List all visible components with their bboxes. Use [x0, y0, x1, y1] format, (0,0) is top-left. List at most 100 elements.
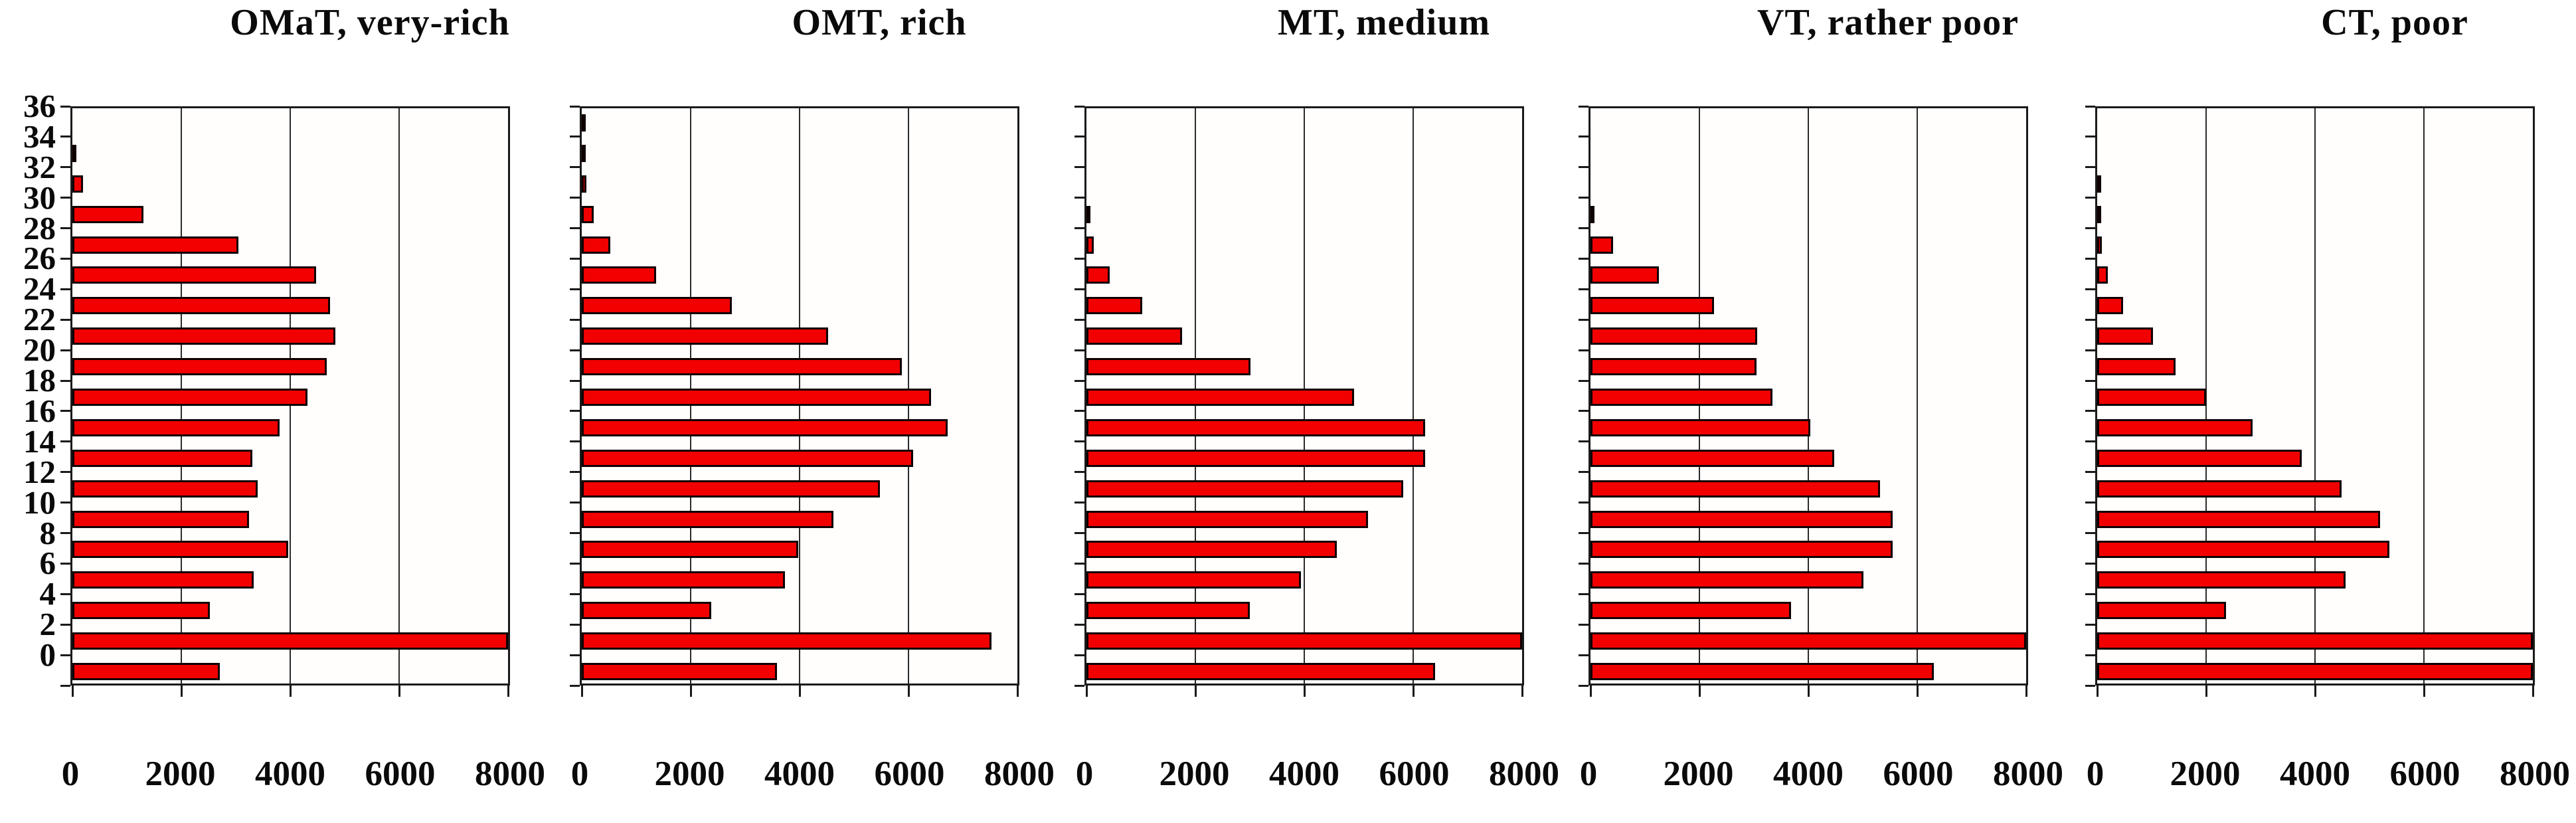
- x-tick: [2423, 686, 2425, 697]
- y-tick: [2085, 227, 2095, 230]
- y-tick: [570, 105, 580, 108]
- y-tick: [1579, 471, 1589, 474]
- bar: [2097, 541, 2390, 559]
- bar: [582, 175, 586, 193]
- y-tick: [1579, 379, 1589, 382]
- y-tick: [570, 288, 580, 290]
- bar: [1086, 480, 1404, 498]
- chart-title: OMaT, very-rich: [230, 2, 510, 43]
- y-tick: [2085, 471, 2095, 474]
- x-tick: [907, 686, 910, 697]
- y-tick: [60, 105, 70, 108]
- y-tick: [1074, 136, 1084, 138]
- y-tick: [1579, 257, 1589, 260]
- bar: [72, 205, 143, 223]
- x-tick: [798, 686, 801, 697]
- y-tick: [60, 288, 70, 290]
- bar: [1086, 571, 1302, 589]
- bar: [1086, 632, 1522, 650]
- x-axis-label: 4000: [255, 755, 325, 793]
- y-axis-label: 30: [23, 179, 56, 216]
- gridline: [1917, 108, 1918, 684]
- bar: [582, 205, 594, 223]
- x-tick: [398, 686, 400, 697]
- y-tick: [570, 318, 580, 321]
- gridline: [2314, 108, 2316, 684]
- bar: [1590, 297, 1715, 315]
- y-tick: [570, 684, 580, 687]
- y-tick: [60, 684, 70, 687]
- y-axis-label: 22: [23, 301, 56, 338]
- bar: [72, 144, 76, 162]
- y-tick: [1579, 502, 1589, 504]
- y-axis-label: 8: [39, 514, 56, 551]
- bar: [582, 144, 586, 162]
- bar: [582, 632, 991, 650]
- y-tick: [570, 593, 580, 595]
- bar: [2097, 663, 2533, 681]
- x-axis-label: 4000: [1269, 755, 1339, 793]
- x-axis-label: 0: [1579, 755, 1598, 793]
- x-axis-label: 6000: [1883, 755, 1954, 793]
- bar: [582, 418, 948, 436]
- gridline: [2423, 108, 2425, 684]
- bar: [1086, 663, 1435, 681]
- y-axis-label: 14: [23, 422, 56, 460]
- y-tick: [1579, 136, 1589, 138]
- y-axis-label: 28: [23, 209, 56, 246]
- bar: [72, 389, 308, 406]
- y-tick: [1074, 471, 1084, 474]
- y-axis-label: 32: [23, 148, 56, 185]
- y-tick: [1074, 532, 1084, 535]
- bar: [582, 449, 914, 467]
- bar: [2097, 389, 2206, 406]
- x-tick: [2096, 686, 2099, 697]
- bar: [1086, 236, 1094, 254]
- bar: [2097, 205, 2101, 223]
- bar: [72, 480, 258, 498]
- bar: [1590, 602, 1791, 620]
- y-axis-label: 26: [23, 240, 56, 277]
- bar: [1590, 480, 1881, 498]
- bar: [2097, 327, 2154, 345]
- x-axis-label: 6000: [365, 755, 436, 793]
- x-axis-label: 8000: [1489, 755, 1559, 793]
- y-tick: [2085, 136, 2095, 138]
- y-tick: [2085, 349, 2095, 351]
- bar: [1086, 297, 1143, 315]
- bar: [72, 327, 336, 345]
- y-axis-label: 2: [39, 606, 56, 643]
- bar: [2097, 236, 2102, 254]
- bar: [72, 449, 252, 467]
- bar: [72, 236, 239, 254]
- x-axis-label: 0: [1075, 755, 1094, 793]
- bar: [1086, 418, 1426, 436]
- bar: [1086, 510, 1368, 528]
- y-axis-label: 18: [23, 362, 56, 399]
- bar: [582, 480, 880, 498]
- y-tick: [2085, 197, 2095, 199]
- y-tick: [1074, 288, 1084, 290]
- y-tick: [1579, 654, 1589, 656]
- y-tick: [60, 654, 70, 656]
- bar: [1086, 602, 1250, 620]
- gridline: [1808, 108, 1809, 684]
- bar: [1590, 571, 1863, 589]
- y-tick: [1074, 318, 1084, 321]
- x-axis-label: 8000: [1993, 755, 2063, 793]
- y-tick: [570, 440, 580, 443]
- y-tick: [1074, 349, 1084, 351]
- x-axis-label: 4000: [1773, 755, 1844, 793]
- bar: [582, 236, 611, 254]
- y-tick: [2085, 410, 2095, 412]
- y-tick: [570, 197, 580, 199]
- bar: [2097, 510, 2381, 528]
- y-tick: [1074, 410, 1084, 412]
- y-tick: [60, 197, 70, 199]
- y-tick: [1074, 227, 1084, 230]
- x-tick: [289, 686, 292, 697]
- y-tick: [570, 257, 580, 260]
- x-tick: [1303, 686, 1306, 697]
- y-tick: [1074, 684, 1084, 687]
- bar: [582, 358, 902, 376]
